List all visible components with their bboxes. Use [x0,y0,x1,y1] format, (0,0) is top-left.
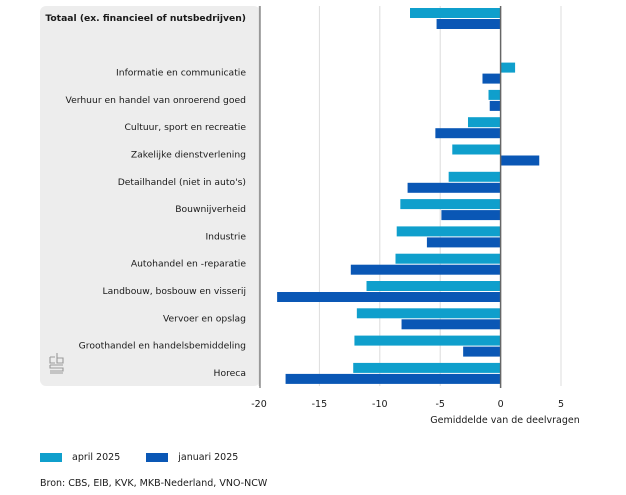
category-label: Vervoer en opslag [163,313,246,324]
x-tick-label: -5 [435,399,444,410]
bar-januari [482,73,501,84]
bar-januari [407,182,501,193]
bar-april [452,144,501,155]
bar-januari [435,128,501,139]
x-tick-label: -15 [312,399,328,410]
legend-label-april: april 2025 [72,452,121,463]
category-label: Horeca [214,368,246,379]
x-tick-label: 0 [498,399,504,410]
category-label: Verhuur en handel van onroerend goed [66,95,246,106]
category-label: Cultuur, sport en recreatie [124,122,246,133]
source-note: Bron: CBS, EIB, KVK, MKB-Nederland, VNO-… [40,478,268,489]
legend-swatch-januari [146,453,169,462]
legend-swatch-april [40,453,62,462]
bar-januari [436,19,501,29]
bar-april [448,171,501,182]
category-label: Detailhandel (niet in auto's) [118,177,246,188]
bar-januari [463,346,501,357]
bar-januari [441,210,501,221]
x-tick-label: -10 [372,399,388,410]
bar-april [353,362,501,373]
legend-label-januari: januari 2025 [178,452,239,463]
bar-april [396,226,501,237]
bar-chart: Totaal (ex. financieel of nutsbedrijven)… [40,6,580,426]
bar-januari [285,373,501,384]
x-axis-title: Gemiddelde van de deelvragen [430,415,580,426]
category-label: Bouwnijverheid [175,204,246,215]
category-label: Totaal (ex. financieel of nutsbedrijven) [45,13,246,24]
bar-april [366,281,501,291]
bar-april [500,62,516,73]
x-tick-label: 5 [558,399,564,410]
bar-april [467,117,501,128]
bar-januari [277,292,501,302]
bar-januari [350,264,501,275]
category-label: Industrie [205,231,246,242]
bar-januari [500,155,540,166]
category-label: Zakelijke dienstverlening [131,150,246,161]
category-label: Informatie en communicatie [116,68,246,79]
x-tick-label: -20 [251,399,267,410]
legend-item-april: april 2025 [40,452,120,463]
bar-januari [426,237,501,248]
bar-januari [401,319,501,330]
legend-item-januari: januari 2025 [146,452,238,463]
category-label: Groothandel en handelsbemiddeling [79,341,246,352]
cbs-logo-icon [49,353,64,374]
legend: april 2025 januari 2025 [40,452,264,463]
bar-april [400,199,501,210]
bar-januari [489,100,501,111]
category-label-panel [40,6,260,386]
bar-april [356,308,501,319]
category-label: Landbouw, bosbouw en visserij [103,286,246,297]
bar-april [354,335,501,346]
category-label: Autohandel en -reparatie [131,259,247,270]
bar-april [488,89,501,100]
bar-april [395,253,501,264]
bar-april [410,8,501,18]
